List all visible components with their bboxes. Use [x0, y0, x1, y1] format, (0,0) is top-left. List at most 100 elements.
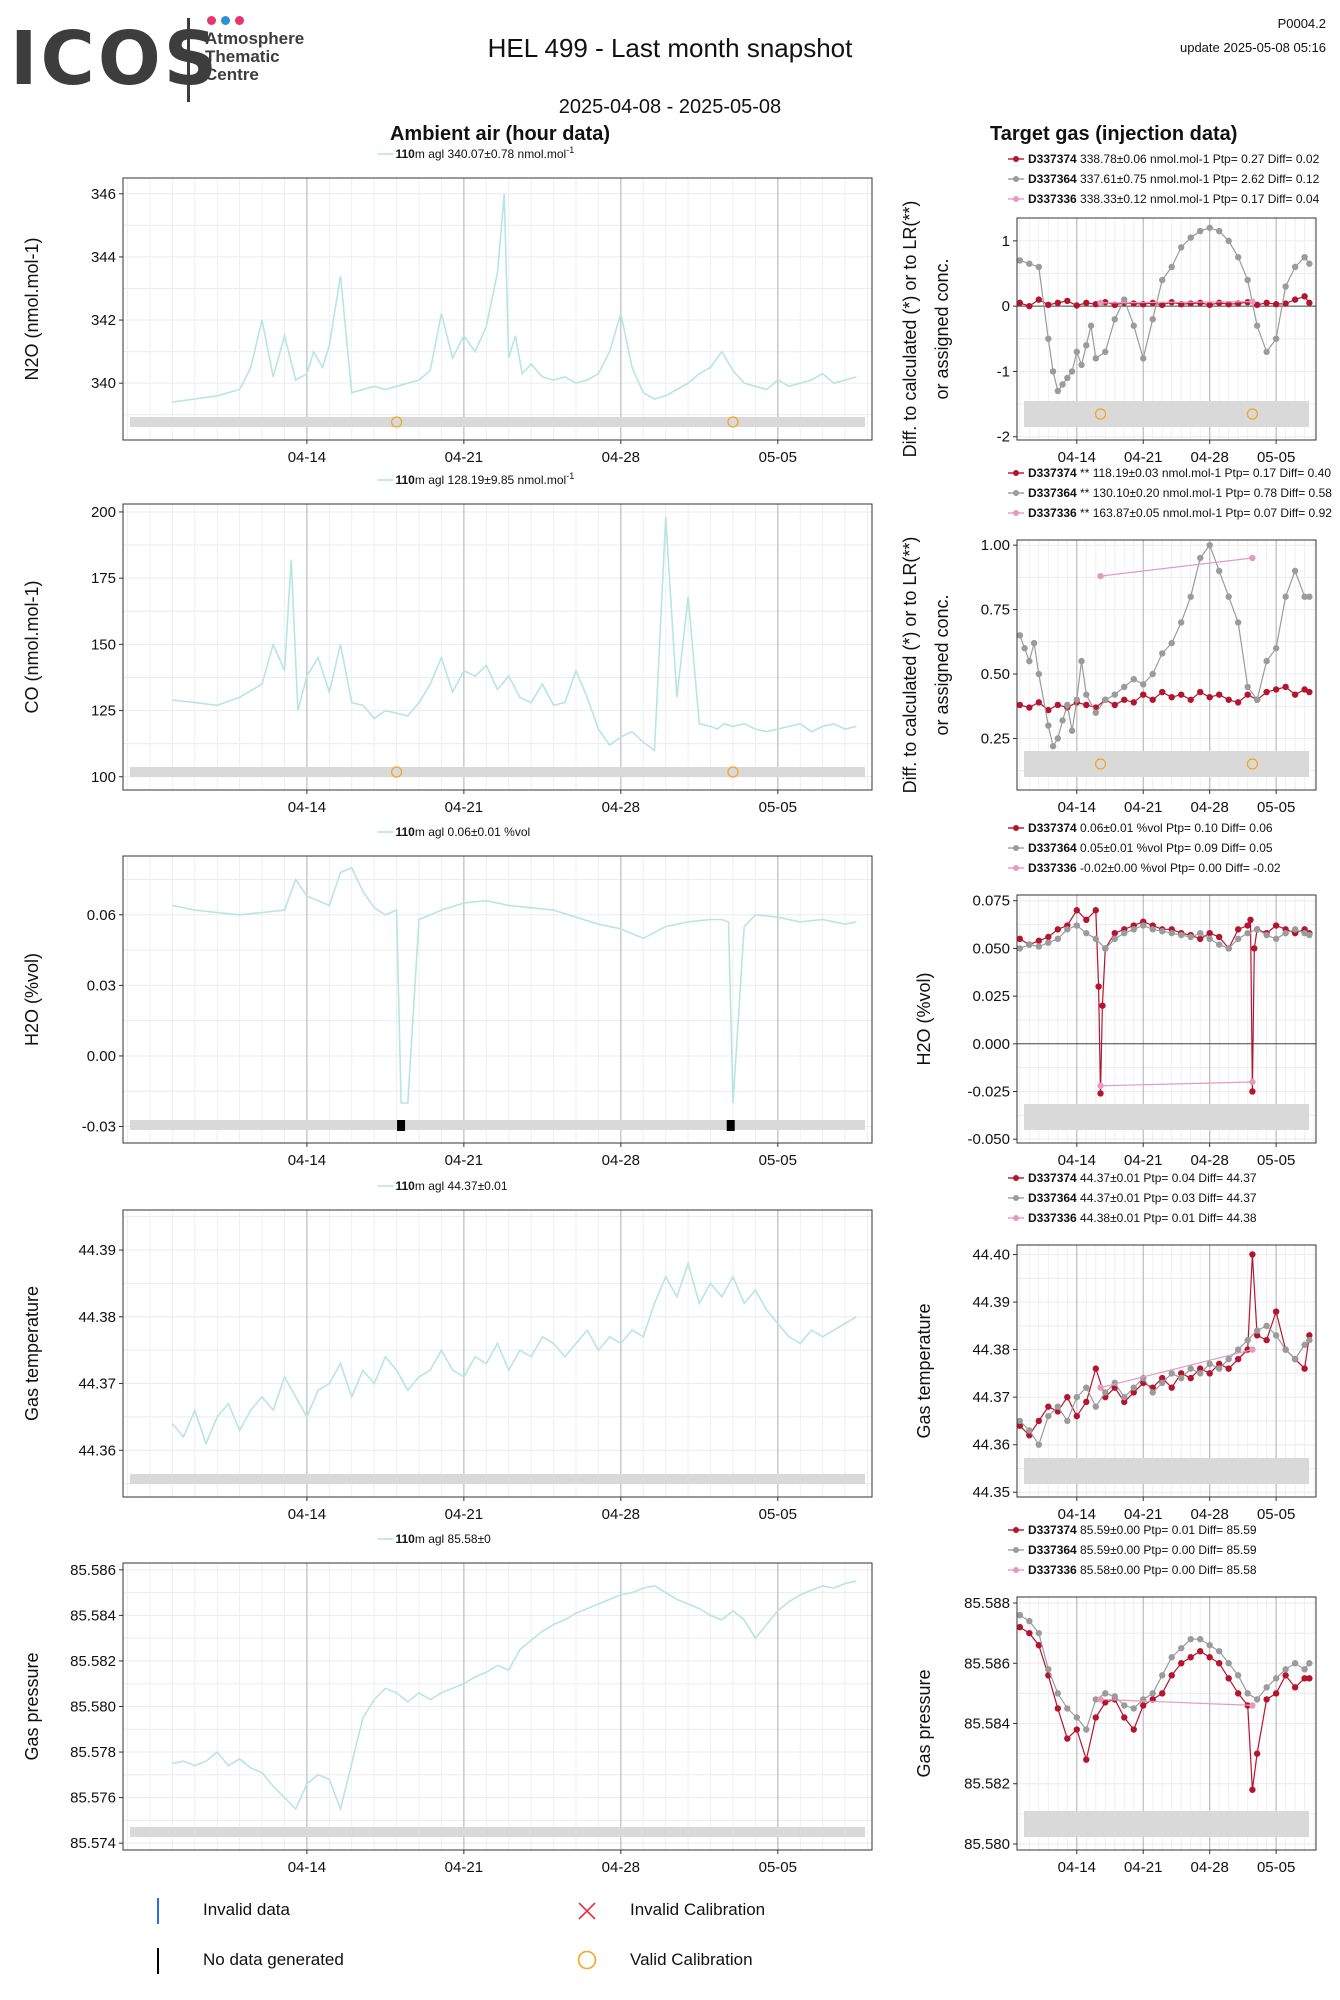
- co_target-series-D337374-point: [1244, 691, 1251, 698]
- press_ambient-xtick-label: 04-28: [602, 1859, 640, 1876]
- co_target-series-D337364-point: [1206, 541, 1213, 549]
- press_target-series-D337364-point: [1168, 1654, 1175, 1661]
- n2o_target-series-D337364-point: [1282, 283, 1289, 290]
- n2o_target-series-D337374-point: [1301, 293, 1308, 300]
- n2o_target-series-D337364-point: [1087, 322, 1095, 329]
- co_target-ytick-label: 0.50: [981, 666, 1010, 683]
- press_target-series-D337364-point: [1035, 1629, 1043, 1637]
- temp_target-series-D337364-point: [1178, 1374, 1185, 1382]
- co_target-legend-text-D337336: D337336 ** 163.87±0.05 nmol.mol-1 Ptp= 0…: [1028, 506, 1332, 520]
- press_target-flag-band: [1024, 1811, 1309, 1837]
- temp_target-series-D337336-point: [1097, 1384, 1104, 1391]
- h2o_target-flag-band: [1024, 1104, 1309, 1130]
- temp_target-series-D337374-point: [1178, 1370, 1185, 1377]
- h2o_target-legend-text-D337364: D337364 0.05±0.01 %vol Ptp= 0.09 Diff= 0…: [1028, 841, 1273, 855]
- n2o_target-series-D337374-point: [1130, 300, 1137, 307]
- temp_target-series-D337336-line: [1100, 1349, 1253, 1389]
- n2o_target-series-D337374-point: [1215, 299, 1223, 307]
- temp_target-series-D337364-point: [1121, 1393, 1128, 1401]
- press_target-series-D337364-point: [1064, 1705, 1071, 1712]
- temp_ambient-ytick-label: 44.36: [78, 1442, 116, 1459]
- n2o_ambient-ytick-label: 346: [91, 186, 116, 203]
- n2o_target-series-D337336-line: [1100, 301, 1253, 304]
- h2o_ambient-legend: 110m agl 0.06±0.01 %vol: [377, 825, 530, 839]
- n2o_ambient-legend: 110m agl 340.07±0.78 nmol.mol-1: [377, 145, 574, 161]
- press_target-series-D337364-point: [1026, 1617, 1033, 1625]
- press_target-ytick-label: 85.582: [964, 1776, 1010, 1793]
- n2o_ambient-valid-calibration-mark: [390, 416, 403, 428]
- co_target-series-D337364-point: [1064, 701, 1071, 709]
- temp_target-series-D337364-point: [1035, 1441, 1043, 1448]
- press_ambient-series-line: [172, 1580, 857, 1812]
- press_target-series-D337364-point: [1215, 1648, 1223, 1655]
- h2o_target-series-D337364-point: [1026, 941, 1033, 948]
- press_target-series-D337374-point: [1026, 1629, 1033, 1637]
- n2o_ambient-ylabel: N2O (nmol.mol-1): [22, 237, 42, 380]
- h2o_target-ylabel: H2O (%vol): [914, 972, 934, 1065]
- co_ambient-ylabel: CO (nmol.mol-1): [22, 580, 42, 713]
- date-range: 2025-04-08 - 2025-05-08: [558, 96, 782, 118]
- co_target-xtick-label: 04-21: [1124, 799, 1162, 816]
- press_ambient-ytick-label: 85.574: [70, 1835, 116, 1852]
- n2o_target-series-D337364-point: [1045, 335, 1052, 342]
- press_target-series-D337364-point: [1263, 1684, 1270, 1691]
- press_target-series-D337374-point: [1054, 1705, 1062, 1712]
- temp_target-series-D337374-point: [1249, 1251, 1256, 1258]
- h2o_target-series-D337364-point: [1272, 935, 1280, 943]
- co_target-series-D337364-point: [1149, 670, 1156, 678]
- h2o_target-legend-dot-D337364: [1013, 845, 1019, 851]
- n2o_target-series-D337364-point: [1306, 260, 1313, 267]
- temp_ambient-ytick-label: 44.38: [78, 1309, 116, 1326]
- co_target-series-D337364-point: [1016, 632, 1024, 639]
- n2o_target-series-D337364-point: [1206, 224, 1213, 231]
- temp_target-xtick-label: 04-21: [1124, 1506, 1162, 1523]
- temp_target-series-D337374-point: [1301, 1365, 1308, 1372]
- co_target-series-D337336-point: [1097, 572, 1104, 580]
- n2o_target-series-D337364-point: [1121, 296, 1128, 303]
- n2o_target-xtick-label: 05-05: [1257, 449, 1295, 466]
- co_target-series-D337364-point: [1049, 742, 1057, 750]
- press_target-series-D337364-point: [1253, 1696, 1261, 1703]
- h2o_ambient-xtick-label: 04-14: [288, 1152, 326, 1169]
- n2o_ambient-ytick-label: 340: [91, 375, 116, 392]
- temp_target-series-D337364-point: [1130, 1384, 1137, 1391]
- temp_target-legend-dot-D337374: [1013, 1175, 1019, 1181]
- n2o_target-series-D337374-point: [1253, 301, 1261, 309]
- h2o_target-ytick-label: -0.025: [967, 1083, 1010, 1100]
- temp_target-series-D337364-point: [1159, 1379, 1166, 1387]
- temp_target-series-D337374-point: [1306, 1332, 1313, 1339]
- co_target-series-D337374-point: [1306, 688, 1313, 696]
- co_ambient-valid-calibration-mark: [727, 766, 739, 778]
- n2o_ambient-valid-calibration-mark: [727, 416, 739, 428]
- co_ambient-valid-calibration-mark: [390, 766, 403, 778]
- temp_target-series-D337336-point: [1249, 1346, 1256, 1353]
- logo-subtitle-line-3: Centre: [205, 65, 259, 84]
- invalid-calibration-label: Invalid Calibration: [630, 1900, 766, 1919]
- press_target-series-D337374-point: [1291, 1684, 1299, 1691]
- co_target-series-D337364-point: [1263, 657, 1270, 665]
- press_ambient-ytick-label: 85.584: [70, 1607, 116, 1624]
- h2o_target-series-D337374-point: [1045, 933, 1052, 941]
- co_ambient-legend-text: 110m agl 128.19±9.85 nmol.mol-1: [396, 471, 575, 487]
- co_target-series-D337364-point: [1021, 645, 1028, 652]
- h2o_target-series-D337364-point: [1234, 935, 1242, 943]
- n2o_target-ytick-label: -2: [997, 429, 1010, 446]
- co_target-series-D337364-point: [1045, 722, 1052, 729]
- press_target-series-D337364-point: [1282, 1666, 1289, 1673]
- press_target-legend-text-D337364: D337364 85.59±0.00 Ptp= 0.00 Diff= 85.59: [1028, 1543, 1257, 1557]
- temp_ambient-xtick-label: 05-05: [759, 1506, 797, 1523]
- press_target-series-D337374-point: [1253, 1750, 1261, 1757]
- co_target-series-D337364-point: [1026, 657, 1033, 665]
- h2o_target-series-D337364-point: [1121, 929, 1128, 937]
- valid-calibration-icon: [577, 1950, 597, 1970]
- co_ambient-ytick-label: 100: [91, 769, 116, 786]
- press_ambient-ytick-label: 85.580: [70, 1699, 116, 1716]
- temp_ambient-xtick-label: 04-14: [288, 1506, 326, 1523]
- n2o_target-series-D337364-point: [1102, 348, 1109, 356]
- h2o_target-series-D337364-point: [1282, 929, 1289, 937]
- h2o_target-series-D337374-point: [1215, 933, 1223, 941]
- n2o_ambient-ytick-label: 344: [91, 249, 116, 266]
- n2o_target-panel-border: [1016, 217, 1317, 441]
- press_target-legend-text-D337374: D337374 85.59±0.00 Ptp= 0.01 Diff= 85.59: [1028, 1523, 1257, 1537]
- co_target-series-D337374-point: [1130, 699, 1137, 706]
